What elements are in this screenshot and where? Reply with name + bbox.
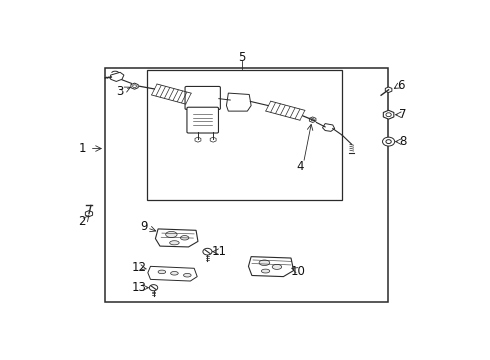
Text: 1: 1 [78, 142, 86, 155]
Circle shape [133, 85, 136, 87]
Ellipse shape [180, 235, 189, 240]
Circle shape [386, 140, 391, 144]
Circle shape [203, 248, 212, 255]
Ellipse shape [170, 241, 179, 245]
FancyBboxPatch shape [187, 107, 219, 133]
Polygon shape [226, 93, 251, 111]
Text: 3: 3 [117, 85, 124, 98]
Text: 8: 8 [399, 135, 407, 148]
Text: 13: 13 [132, 281, 147, 294]
Circle shape [386, 113, 391, 117]
Polygon shape [111, 72, 124, 81]
Ellipse shape [158, 270, 166, 274]
Polygon shape [85, 211, 93, 217]
Ellipse shape [184, 273, 191, 277]
Circle shape [311, 118, 314, 121]
Polygon shape [131, 83, 138, 89]
Ellipse shape [272, 264, 282, 269]
Text: 2: 2 [78, 216, 86, 229]
Ellipse shape [261, 269, 270, 273]
Ellipse shape [259, 260, 270, 266]
Bar [105, 68, 388, 302]
Text: 11: 11 [211, 245, 226, 258]
Bar [147, 69, 342, 200]
Text: 5: 5 [238, 51, 245, 64]
Polygon shape [322, 123, 335, 131]
Polygon shape [148, 266, 197, 281]
Polygon shape [383, 110, 394, 119]
Polygon shape [195, 137, 201, 142]
Polygon shape [155, 229, 198, 247]
Ellipse shape [166, 231, 177, 238]
Text: 4: 4 [297, 160, 304, 173]
Text: 12: 12 [132, 261, 147, 274]
Circle shape [149, 285, 158, 291]
Polygon shape [309, 117, 316, 122]
Text: 7: 7 [399, 108, 407, 121]
Text: 10: 10 [291, 265, 306, 278]
Circle shape [383, 137, 394, 146]
FancyBboxPatch shape [185, 86, 220, 109]
Polygon shape [248, 257, 294, 276]
Polygon shape [210, 137, 216, 142]
Text: 9: 9 [140, 220, 148, 233]
Ellipse shape [171, 271, 178, 275]
Polygon shape [385, 87, 392, 93]
Text: 6: 6 [397, 79, 405, 92]
